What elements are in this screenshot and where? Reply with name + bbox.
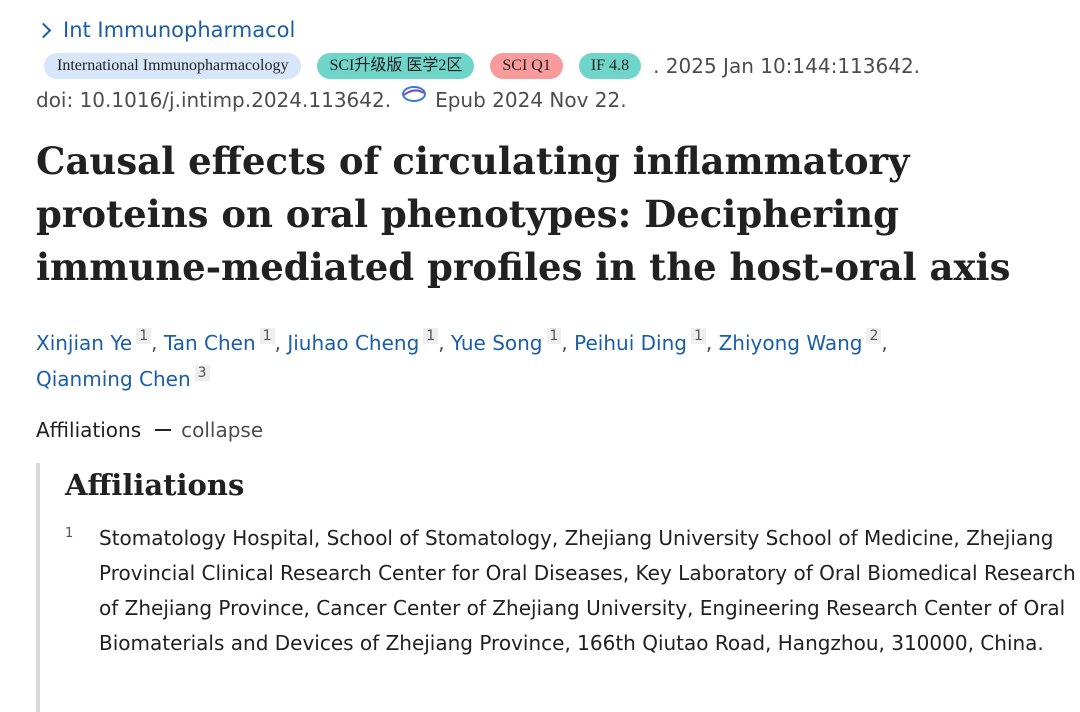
author-link[interactable]: Xinjian Ye 1 bbox=[36, 328, 152, 355]
article-title: Causal effects of circulating inflammato… bbox=[36, 139, 1011, 289]
author-link[interactable]: Jiuhao Cheng 1 bbox=[287, 328, 439, 355]
affiliation-ref[interactable]: 1 bbox=[546, 328, 562, 344]
sci-ranking-badge[interactable]: SCI升级版 医学2区 bbox=[317, 53, 475, 79]
affiliation-ref[interactable]: 1 bbox=[136, 328, 152, 344]
article-header: Int Immunopharmacol International Immuno… bbox=[35, 14, 1076, 712]
affiliation-ref[interactable]: 2 bbox=[866, 328, 882, 344]
sci-quartile-badge[interactable]: SCI Q1 bbox=[490, 53, 563, 79]
affiliation-item: 1 Stomatology Hospital, School of Stomat… bbox=[65, 521, 1076, 661]
journal-badge[interactable]: International Immunopharmacology bbox=[44, 53, 302, 79]
citation-date-volume: . 2025 Jan 10:144:113642. bbox=[653, 54, 921, 78]
epub-date: Epub 2024 Nov 22. bbox=[435, 88, 627, 112]
affiliation-ref[interactable]: 1 bbox=[423, 328, 439, 344]
affiliation-number: 1 bbox=[65, 526, 74, 542]
journal-link-label: Int Immunopharmacol bbox=[63, 18, 296, 42]
affiliations-heading: Affiliations bbox=[65, 468, 245, 503]
epub-icon bbox=[402, 86, 427, 102]
chevron-right-icon bbox=[35, 22, 52, 38]
affiliation-ref[interactable]: 3 bbox=[194, 364, 210, 381]
affiliations-panel: Affiliations 1 Stomatology Hospital, Sch… bbox=[36, 463, 1076, 712]
author-link[interactable]: Peihui Ding 1 bbox=[574, 328, 706, 355]
author-link[interactable]: Zhiyong Wang 2 bbox=[719, 328, 882, 355]
doi-text: doi: 10.1016/j.intimp.2024.113642. bbox=[36, 88, 392, 112]
journal-link[interactable]: Int Immunopharmacol bbox=[35, 14, 1076, 46]
author-list: Xinjian Ye 1, Tan Chen 1, Jiuhao Cheng 1, Y… bbox=[36, 328, 888, 392]
doi-row: doi: 10.1016/j.intimp.2024.113642. Epub … bbox=[36, 83, 1076, 117]
author-link[interactable]: Qianming Chen 3 bbox=[36, 364, 210, 391]
affiliation-text: Stomatology Hospital, School of Stomatol… bbox=[99, 526, 1076, 656]
affiliations-toggle-label: Affiliations bbox=[36, 418, 142, 443]
minus-icon bbox=[155, 429, 172, 432]
impact-factor-badge[interactable]: IF 4.8 bbox=[578, 53, 642, 79]
author-link[interactable]: Tan Chen 1 bbox=[164, 328, 275, 355]
author-link[interactable]: Yue Song 1 bbox=[451, 328, 562, 355]
citation-row: International Immunopharmacology SCI升级版 … bbox=[36, 49, 1076, 83]
affiliation-ref[interactable]: 1 bbox=[690, 328, 706, 344]
collapse-link[interactable]: collapse bbox=[181, 418, 264, 443]
affiliations-toggle[interactable]: Affiliations collapse bbox=[36, 415, 1076, 445]
affiliation-ref[interactable]: 1 bbox=[259, 328, 275, 344]
